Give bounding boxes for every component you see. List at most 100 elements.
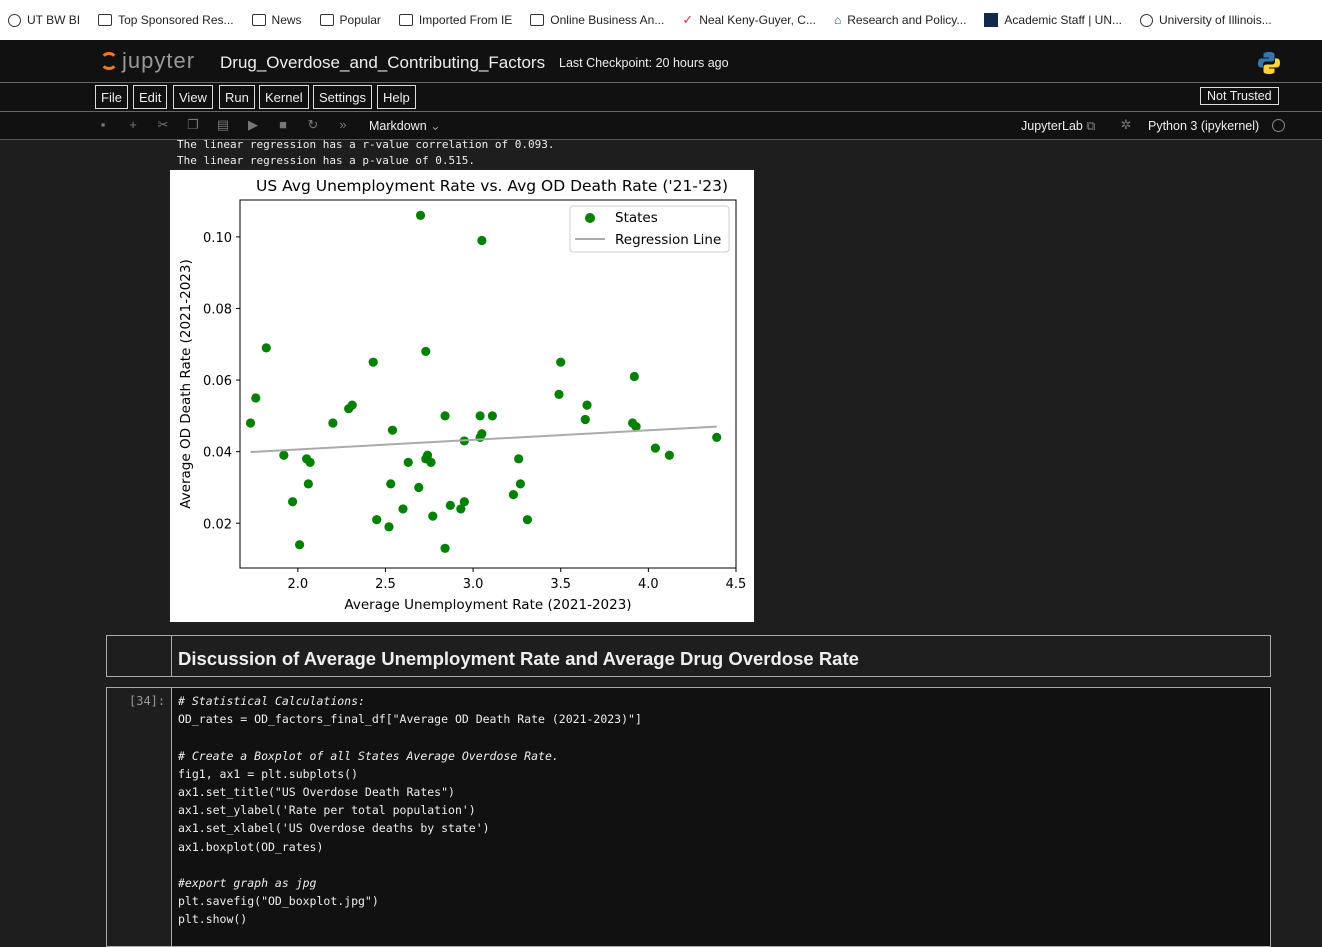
legend-box [569,205,730,253]
scatter-point [580,414,590,425]
folder-icon [319,14,334,26]
copy-icon[interactable]: ❐ [187,117,199,132]
stop-icon[interactable]: ■ [279,117,287,132]
code-cell[interactable]: [34]: # Statistical Calculations: OD_rate… [106,687,1271,947]
scatter-point [251,393,261,403]
bookmark-online-business[interactable]: Online Business An... [530,13,664,27]
bookmark-popular[interactable]: Popular [319,13,381,27]
restart-icon[interactable]: ↻ [307,117,319,132]
scatter-point [629,371,639,382]
run-icon[interactable]: ▶ [248,117,258,132]
bank-icon: ⌂ [833,13,842,27]
scatter-point [508,490,519,500]
scatter-point [477,235,487,246]
cell-prompt: [34]: [129,694,166,708]
kernel-status-icon [1272,119,1285,132]
scatter-point [556,357,566,367]
scatter-point [305,457,315,467]
bookmark-academic-staff[interactable]: Academic Staff | UN... [984,13,1122,27]
folder-icon [251,14,266,26]
scatter-point [384,522,394,532]
chart-svg: US Avg Unemployment Rate vs. Avg OD Deat… [178,177,747,613]
scatter-point [456,504,466,514]
y-tick-label: 0.04 [203,446,232,461]
scatter-point [514,454,524,464]
kernel-name[interactable]: Python 3 (ipykernel) [1148,119,1260,133]
menu-view[interactable]: View [173,85,213,109]
add-cell-icon[interactable]: + [129,117,137,132]
markdown-heading: Discussion of Average Unemployment Rate … [178,648,859,669]
jupyter-logo-icon [100,52,118,70]
y-tick-label: 0.02 [203,517,232,532]
save-icon[interactable]: ▪ [100,117,106,132]
debug-icon[interactable]: ✲ [1120,117,1132,132]
menu-run[interactable]: Run [219,85,255,109]
menu-kernel[interactable]: Kernel [259,85,309,109]
x-tick-label: 4.5 [726,577,747,592]
scatter-point [440,411,450,421]
y-tick-label: 0.06 [203,374,232,389]
scatter-point [328,418,338,428]
notebook-title[interactable]: Drug_Overdose_and_Contributing_Factors [220,53,546,72]
code-line: fig1, ax1 = plt.subplots() [178,766,359,781]
scatter-point [303,479,313,489]
fast-forward-icon[interactable]: » [339,117,347,132]
scatter-point [372,515,382,525]
x-tick-label: 2.0 [287,577,308,592]
scatter-point [712,432,722,442]
scatter-point [403,457,413,467]
cut-icon[interactable]: ✂ [157,117,169,132]
menu-file[interactable]: File [95,85,128,109]
scatter-point [459,497,469,507]
scatter-point [415,210,426,220]
scatter-point [477,429,487,439]
x-tick-label: 4.0 [638,577,659,592]
chart-legend: States Regression Line [569,205,730,253]
scatter-point [245,418,256,428]
cell-type-select[interactable]: Markdown ⌄ [369,119,441,133]
x-tick-label: 3.0 [463,577,484,592]
scatter-point [664,450,674,460]
scatter-point [386,479,396,489]
jupyterlab-link[interactable]: JupyterLab ⧉ [1021,119,1096,133]
bookmark-imported-from-ie[interactable]: Imported From IE [398,13,512,27]
jupyter-logo[interactable]: jupyter [100,48,195,74]
external-link-icon: ⧉ [1086,119,1096,133]
paste-icon[interactable]: ▤ [216,117,230,132]
bookmark-research-policy[interactable]: ⌂ Research and Policy... [833,13,967,27]
scatter-point [261,343,271,353]
chevron-down-icon: ⌄ [430,119,441,133]
bookmark-top-sponsored[interactable]: Top Sponsored Res... [98,13,234,27]
legend-marker-states [585,213,595,223]
code-line: plt.savefig("OD_boxplot.jpg") [178,894,379,909]
code-line: ax1.set_xlabel('US Overdose deaths by st… [178,821,490,836]
scatter-point [631,421,641,432]
folder-icon [398,14,413,26]
menu-help[interactable]: Help [377,85,416,109]
scatter-point [287,497,298,507]
python-icon [1258,52,1280,74]
not-trusted-button[interactable]: Not Trusted [1200,87,1279,105]
bookmark-neal-keny-guyer[interactable]: ✓ Neal Keny-Guyer, C... [682,12,816,27]
markdown-cell[interactable]: Discussion of Average Unemployment Rate … [106,635,1271,677]
output-line: The linear regression has a p-value of 0… [177,154,476,167]
code-line: plt.show() [178,912,248,927]
bookmark-news[interactable]: News [251,13,302,27]
cell-output-text: The linear regression has a r-value corr… [177,137,555,169]
code-editor[interactable]: # Statistical Calculations: OD_rates = OD… [171,688,1270,946]
legend-label-regression: Regression Line [615,232,721,248]
scatter-point [347,400,357,410]
scatter-point [422,450,433,460]
scatter-point [487,411,497,421]
y-axis-label: Average OD Death Rate (2021-2023) [178,259,194,509]
bookmark-university-illinois[interactable]: University of Illinois... [1140,13,1272,27]
y-tick-label: 0.10 [203,231,232,246]
x-tick-label: 3.5 [550,577,571,592]
bookmark-ut-bw-bi[interactable]: UT BW BI [8,13,80,27]
folder-icon [98,14,113,26]
menu-settings[interactable]: Settings [313,85,372,109]
scatter-point [475,411,485,421]
unc-icon [984,13,999,27]
menu-edit[interactable]: Edit [133,85,168,109]
scatter-point [426,457,436,467]
